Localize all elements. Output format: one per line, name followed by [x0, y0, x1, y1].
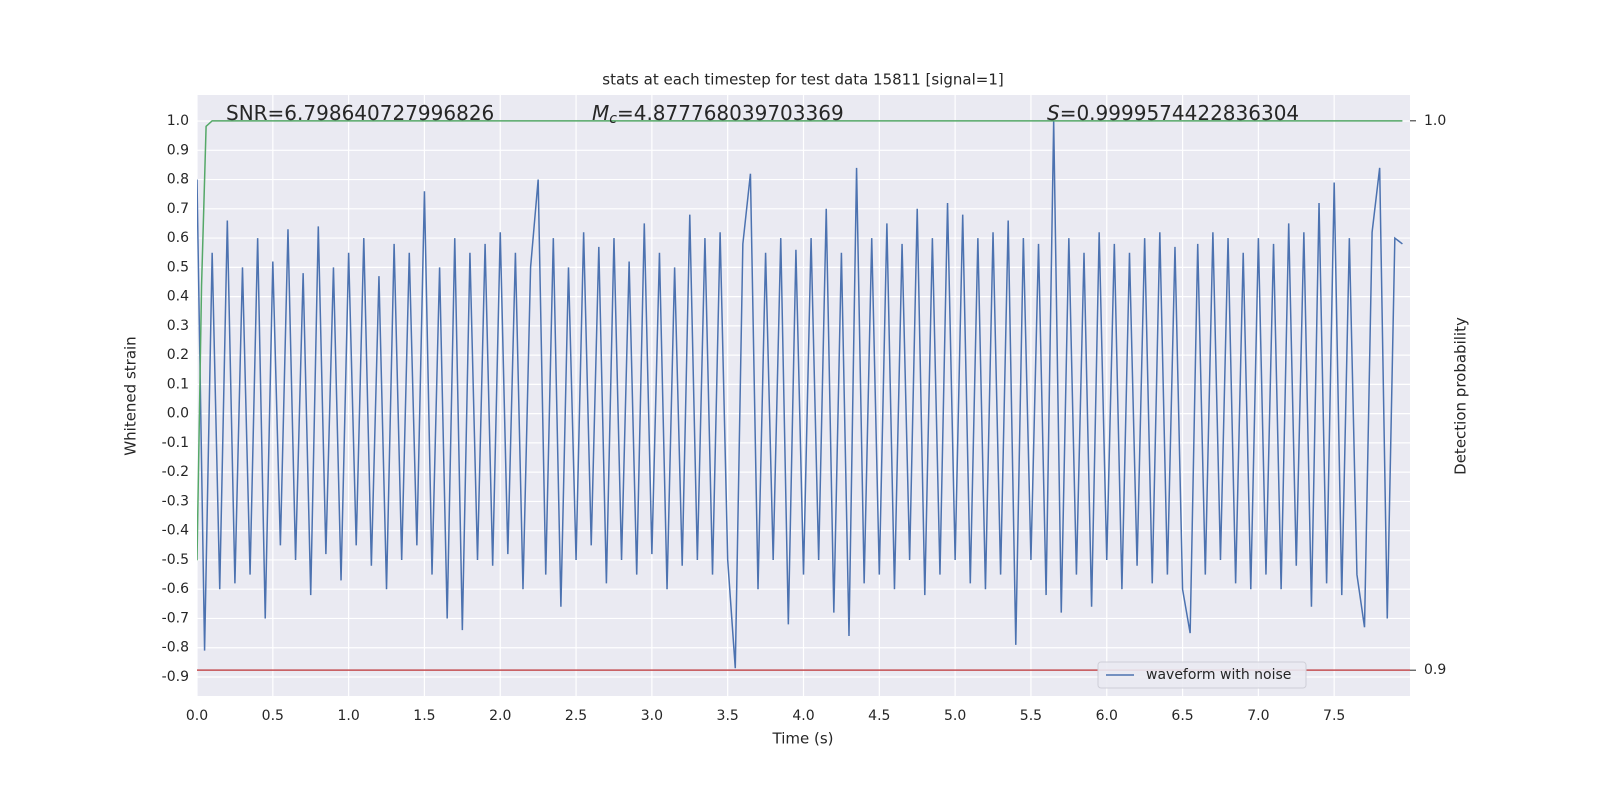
series-line: [197, 120, 1403, 561]
y2-tick-label: 1.0: [1424, 113, 1446, 129]
y-tick-label: 0.9: [167, 142, 189, 158]
y-tick-label: -0.4: [162, 523, 189, 539]
x-tick-label: 2.0: [489, 708, 511, 724]
chart-title: stats at each timestep for test data 158…: [602, 71, 1003, 89]
y-tick-label: -0.5: [162, 552, 189, 568]
x-tick-label: 6.0: [1096, 708, 1118, 724]
y-tick-label: 0.2: [167, 347, 189, 363]
y-tick-label: -0.3: [162, 493, 189, 509]
legend-box: [1097, 661, 1307, 689]
x-axis-label: Time (s): [772, 730, 834, 748]
series-line: [197, 121, 1403, 669]
annotation: Mc=4.877768039703369: [592, 101, 844, 128]
y-tick-label: 0.8: [167, 172, 189, 188]
y-tick-label: 1.0: [167, 113, 189, 129]
annotation-text: =4.877768039703369: [617, 101, 844, 125]
y-tick-label: -0.1: [162, 435, 189, 451]
x-tick-label: 2.5: [565, 708, 587, 724]
y-tick-label: 0.0: [167, 406, 189, 422]
x-tick-label: 1.0: [337, 708, 359, 724]
y-tick-label: 0.4: [167, 289, 189, 305]
y2-tick-label: 0.9: [1424, 662, 1446, 678]
annotation-text: SNR=6.798640727996826: [226, 101, 494, 125]
y-tick-label: -0.8: [162, 640, 189, 656]
x-tick-label: 0.5: [262, 708, 284, 724]
x-tick-label: 0.0: [186, 708, 208, 724]
y-tick-label: 0.5: [167, 259, 189, 275]
y-tick-label: -0.7: [162, 610, 189, 626]
x-tick-label: 3.5: [717, 708, 739, 724]
y-tick-label: -0.6: [162, 581, 189, 597]
x-tick-label: 1.5: [413, 708, 435, 724]
x-tick-label: 5.5: [1020, 708, 1042, 724]
x-tick-label: 4.5: [868, 708, 890, 724]
x-tick-label: 3.0: [641, 708, 663, 724]
y-tick-label: 0.3: [167, 318, 189, 334]
y2-axis-label: Detection probability: [1452, 317, 1470, 475]
annotation-symbol: S: [1047, 101, 1060, 125]
x-tick-label: 5.0: [944, 708, 966, 724]
x-tick-label: 7.5: [1323, 708, 1345, 724]
annotation-symbol: M: [592, 101, 609, 125]
legend-label: waveform with noise: [1146, 667, 1291, 683]
y-tick-label: 0.1: [167, 376, 189, 392]
annotation: S=0.9999574422836304: [1047, 101, 1299, 125]
x-tick-label: 7.0: [1247, 708, 1269, 724]
x-tick-label: 6.5: [1171, 708, 1193, 724]
y-tick-label: -0.2: [162, 464, 189, 480]
annotation-text: =0.9999574422836304: [1060, 101, 1299, 125]
y-axis-label: Whitened strain: [122, 336, 140, 455]
y-tick-label: 0.7: [167, 201, 189, 217]
x-tick-label: 4.0: [792, 708, 814, 724]
overlay: 1.0 0.9 0.8 0.7 0.6 0.5 0.4 0.3 0.2 0.1 0.0 -0.1 -0.…: [162, 101, 1447, 725]
y-tick-label: -0.9: [162, 669, 189, 685]
annotation-subscript: c: [609, 111, 617, 127]
annotation: SNR=6.798640727996826: [226, 101, 494, 125]
y-tick-label: 0.6: [167, 230, 189, 246]
